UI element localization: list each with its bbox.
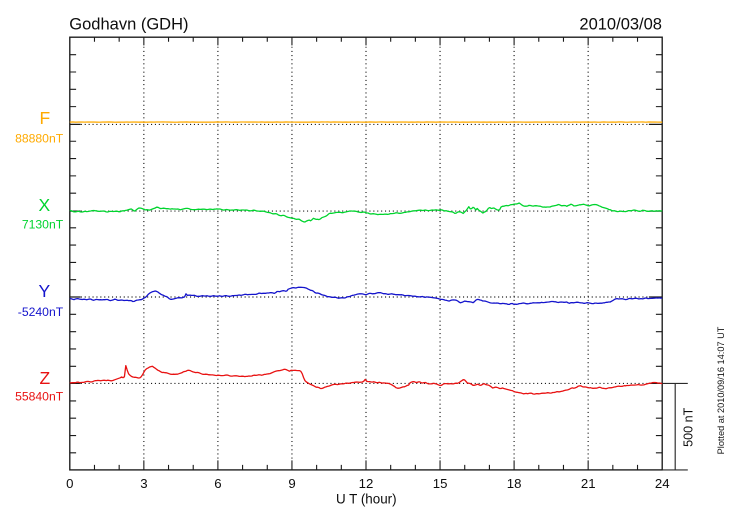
svg-text:3: 3: [140, 476, 147, 491]
svg-text:18: 18: [507, 476, 522, 491]
svg-text:7130nT: 7130nT: [22, 217, 64, 231]
svg-text:-5240nT: -5240nT: [18, 305, 64, 319]
svg-text:6: 6: [214, 476, 221, 491]
svg-text:88880nT: 88880nT: [15, 132, 64, 146]
svg-text:U T (hour): U T (hour): [336, 492, 397, 507]
svg-text:Z: Z: [39, 368, 50, 388]
svg-text:X: X: [39, 195, 51, 215]
svg-text:24: 24: [655, 476, 670, 491]
svg-text:9: 9: [288, 476, 295, 491]
svg-text:2010/03/08: 2010/03/08: [579, 15, 662, 33]
svg-text:500 nT: 500 nT: [682, 407, 696, 447]
svg-text:21: 21: [581, 476, 596, 491]
svg-text:Plotted at 2010/09/16 14:07 UT: Plotted at 2010/09/16 14:07 UT: [716, 326, 726, 454]
svg-text:0: 0: [66, 476, 73, 491]
svg-text:12: 12: [359, 476, 374, 491]
svg-text:Godhavn (GDH): Godhavn (GDH): [69, 15, 188, 33]
svg-text:15: 15: [433, 476, 448, 491]
svg-text:55840nT: 55840nT: [15, 390, 64, 404]
svg-text:Y: Y: [39, 281, 51, 301]
svg-text:F: F: [39, 108, 50, 128]
